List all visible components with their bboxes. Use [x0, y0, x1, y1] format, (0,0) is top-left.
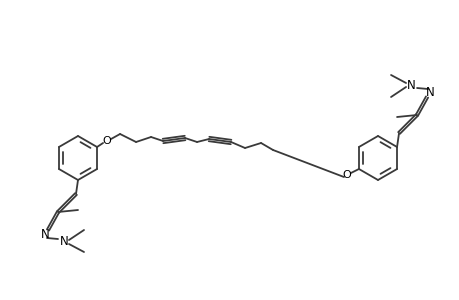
Text: O: O [342, 170, 351, 180]
Text: N: N [60, 236, 68, 248]
Text: N: N [425, 85, 433, 98]
Text: N: N [40, 229, 49, 242]
Text: O: O [102, 136, 111, 146]
Text: N: N [406, 79, 414, 92]
